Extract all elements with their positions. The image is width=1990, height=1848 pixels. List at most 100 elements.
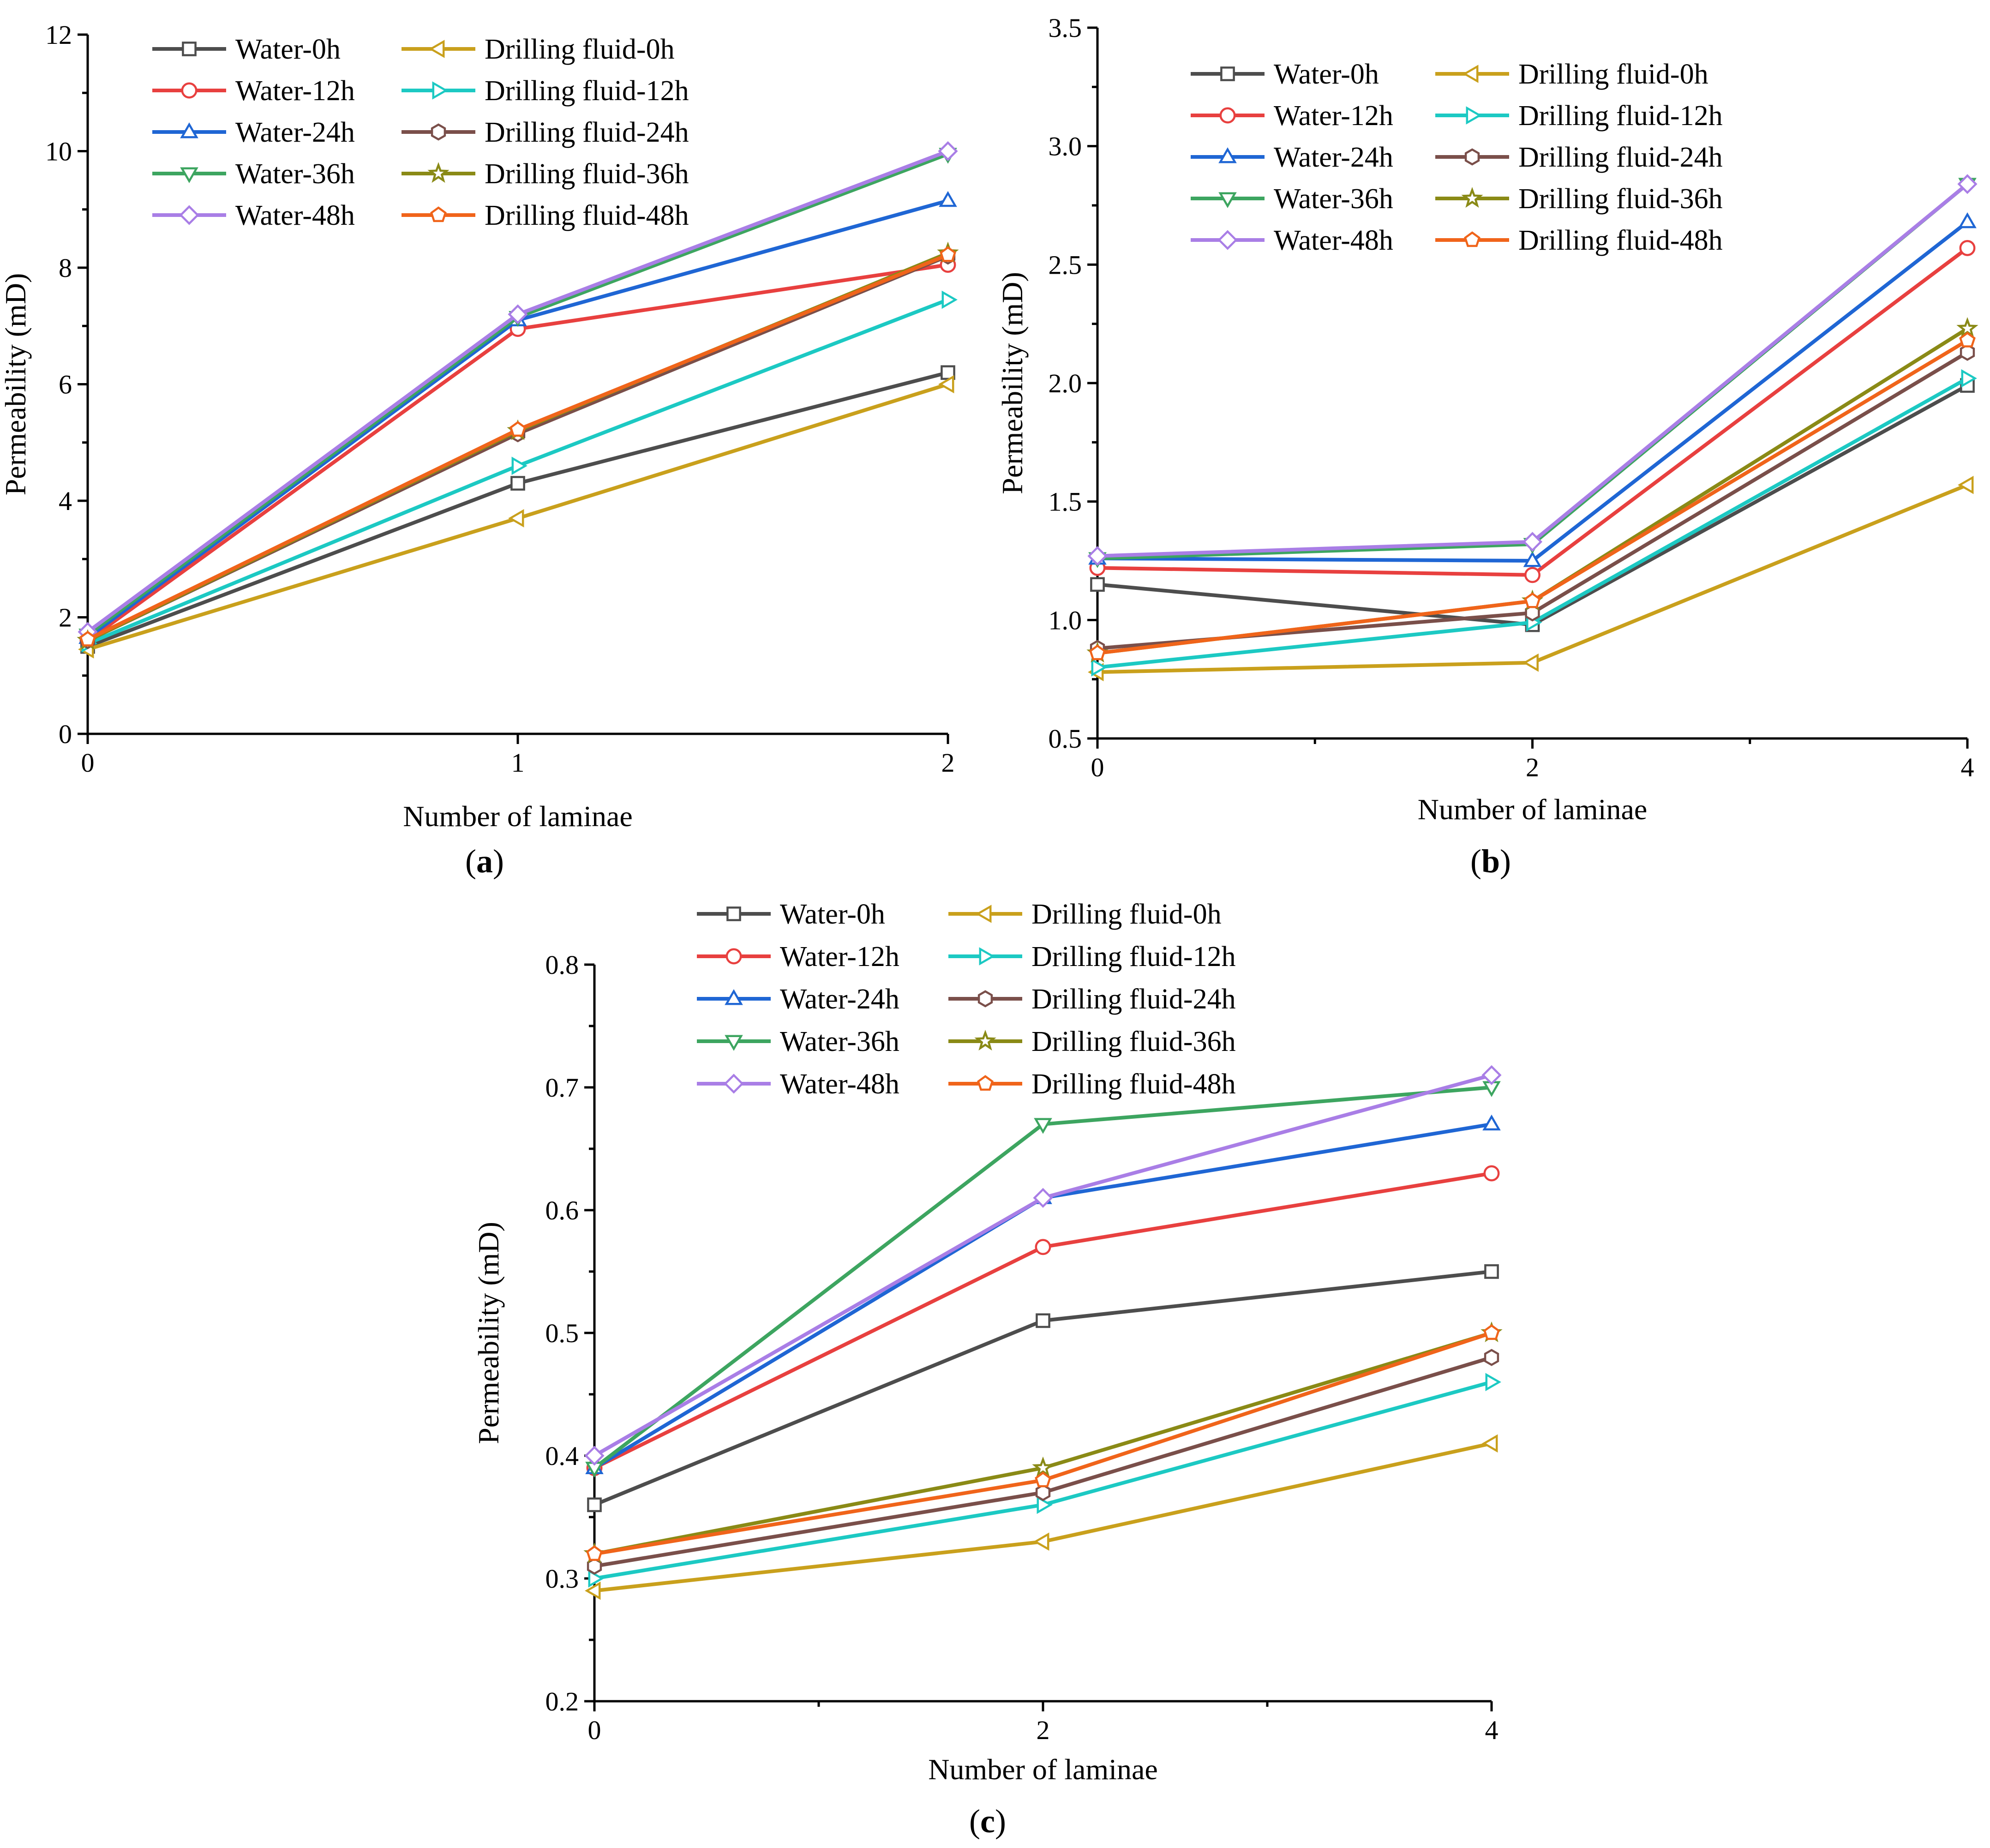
panel-c-point-water-0h	[587, 1497, 602, 1512]
panel-b-legend-marker	[1464, 231, 1481, 247]
panel-b-point-drilling-fluid-12h	[1961, 369, 1977, 388]
panel-a-series-water-24h	[78, 191, 957, 644]
panel-b-legend-marker	[1219, 107, 1236, 124]
panel-b-legend-marker	[1220, 66, 1235, 81]
panel-a-legend-label: Drilling fluid-48h	[485, 200, 689, 231]
panel-b-y-tick-label: 1.5	[1049, 487, 1082, 517]
panel-b-legend-marker	[1466, 106, 1482, 125]
panel-b-point-drilling-fluid-48h	[1959, 331, 1976, 348]
panel-c-y-tick-label: 0.3	[545, 1564, 579, 1594]
panel-b-series-water-24h	[1088, 212, 1977, 567]
panel-b-legend-marker	[1461, 187, 1483, 208]
panel-a-legend-label: Drilling fluid-36h	[485, 158, 689, 190]
panel-b-point-drilling-fluid-0h	[1958, 475, 1974, 494]
panel-b-point-water-48h	[1957, 174, 1978, 194]
panel-b-panel-label: (b)	[1470, 843, 1511, 880]
panel-a-y-tick-label: 2	[59, 603, 72, 633]
panel-c-legend-marker	[976, 905, 992, 923]
panel-b-legend-item-water-0h: Water-0h	[1191, 59, 1379, 90]
panel-b-legend-marker	[1218, 192, 1237, 208]
panel-c-x-tick-label: 4	[1485, 1715, 1498, 1745]
panel-a-y-tick-label: 6	[59, 370, 72, 400]
panel-b-y-tick-label: 3.0	[1049, 132, 1082, 162]
panel-c-point-drilling-fluid-36h	[1032, 1456, 1054, 1477]
panel-b-x-tick-label: 2	[1526, 752, 1539, 782]
panel-b-point-drilling-fluid-48h	[1089, 644, 1106, 660]
panel-a-legend-label: Drilling fluid-0h	[485, 34, 675, 65]
panel-a-x-tick-label: 1	[511, 748, 525, 778]
panel-c-point-water-48h	[1033, 1188, 1053, 1208]
panel-c-legend-label: Drilling fluid-24h	[1031, 984, 1236, 1015]
panel-a-point-drilling-fluid-12h	[941, 290, 958, 309]
panel-b-axes: 0.5 1.0 1.5 2.0 2.5 3.0 3.5 0 2 4	[1049, 13, 1974, 782]
panel-c-legend-marker	[725, 989, 743, 1005]
panel-c-legend-item-water-24h: Water-24h	[697, 984, 899, 1015]
panel-c-legend-item-drilling-fluid-48h: Drilling fluid-48h	[948, 1068, 1236, 1100]
panel-c-point-drilling-fluid-0h	[1482, 1434, 1498, 1453]
panel-a-legend-item-water-24h: Water-24h	[152, 117, 355, 148]
panel-c-point-water-12h	[1035, 1239, 1051, 1255]
panel-a-legend-item-water-0h: Water-0h	[152, 34, 341, 65]
panel-b-point-drilling-fluid-0h	[1522, 653, 1539, 672]
panel-a-point-drilling-fluid-0h	[508, 509, 524, 528]
panel-a-y-axis-title: Permeability (mD)	[0, 273, 32, 496]
panel-a-point-drilling-fluid-12h	[511, 456, 527, 475]
panel-c-point-drilling-fluid-12h	[588, 1569, 604, 1588]
panel-b-legend-label: Drilling fluid-0h	[1518, 59, 1708, 90]
panel-a-legend-item-water-48h: Water-48h	[152, 200, 355, 231]
panel-a-point-drilling-fluid-48h	[940, 246, 956, 262]
panel-a-point-drilling-fluid-0h	[938, 375, 954, 394]
panel-c-point-drilling-fluid-0h	[1033, 1532, 1049, 1551]
panel-c-point-drilling-fluid-24h	[1484, 1349, 1499, 1366]
panel-b-legend-label: Drilling fluid-36h	[1518, 183, 1723, 215]
panel-c-legend-marker	[726, 906, 741, 921]
panel-c-point-drilling-fluid-48h	[586, 1545, 603, 1561]
panel-c-panel-label: (c)	[969, 1803, 1006, 1840]
panel-a-series-drilling-fluid-0h	[78, 375, 954, 659]
panel-a-x-tick-label: 0	[81, 748, 95, 778]
panel-a-legend-label: Water-24h	[235, 117, 355, 148]
panel-b-legend-item-drilling-fluid-24h: Drilling fluid-24h	[1435, 142, 1723, 173]
panel-b-point-drilling-fluid-24h	[1960, 343, 1975, 361]
panel-c-point-water-48h	[584, 1446, 605, 1466]
panel-c-point-water-36h	[1034, 1118, 1052, 1134]
panel-b-legend-label: Drilling fluid-24h	[1518, 142, 1723, 173]
panel-a-legend-marker	[430, 206, 447, 222]
panel-c-series-water-48h	[584, 1065, 1502, 1466]
panel-c-legend-label: Drilling fluid-0h	[1031, 899, 1222, 930]
panel-b-point-drilling-fluid-12h	[1091, 658, 1107, 677]
panel-a-point-drilling-fluid-48h	[509, 421, 526, 437]
panel-c-legend-item-water-48h: Water-48h	[697, 1068, 899, 1100]
panel-c-point-drilling-fluid-48h	[1035, 1471, 1051, 1488]
panel-b-legend-marker	[1218, 147, 1237, 163]
panel-a-legend-item-drilling-fluid-36h: Drilling fluid-36h	[402, 158, 689, 190]
panel-b-y-tick-label: 2.5	[1049, 250, 1082, 280]
panel-b-y-tick-label: 2.0	[1049, 368, 1082, 398]
panel-c-point-drilling-fluid-12h	[1485, 1373, 1501, 1392]
panel-c-series-drilling-fluid-24h	[587, 1349, 1499, 1575]
panel-a-legend-marker	[180, 122, 198, 138]
panel-c-chart: 0.2 0.3 0.4 0.5 0.6 0.7 0.8 0 2 4 Number of lamina…	[472, 899, 1503, 1840]
panel-a-y-tick-label: 10	[45, 137, 72, 167]
panel-b-legend-marker	[1217, 230, 1238, 250]
panel-b-legend-item-drilling-fluid-0h: Drilling fluid-0h	[1435, 59, 1708, 90]
panel-c-legend-label: Water-24h	[780, 984, 899, 1015]
panel-a-legend-label: Drilling fluid-24h	[485, 117, 689, 148]
panel-b-y-tick-label: 3.5	[1049, 13, 1082, 43]
panel-c-legend-marker	[979, 947, 995, 966]
panel-c-legend-item-drilling-fluid-0h: Drilling fluid-0h	[948, 899, 1222, 930]
panel-c-x-axis-title: Number of laminae	[928, 1753, 1158, 1786]
panel-b-series-drilling-fluid-24h	[1090, 343, 1975, 657]
panel-a-point-water-24h	[939, 191, 957, 207]
panel-c-legend-item-drilling-fluid-12h: Drilling fluid-12h	[948, 941, 1236, 972]
panel-b-legend-label: Water-48h	[1274, 225, 1393, 256]
panel-b-point-water-48h	[1522, 532, 1543, 552]
panel-a-legend-marker	[429, 40, 445, 58]
panel-a-legend-marker	[179, 205, 199, 225]
panel-a-x-axis-title: Number of laminae	[403, 800, 633, 833]
panel-c-series-water-0h	[587, 1264, 1499, 1512]
panel-c-legend-marker	[974, 1030, 996, 1051]
panel-b-y-tick-label: 0.5	[1049, 724, 1082, 754]
panel-a-series-drilling-fluid-48h	[79, 246, 956, 647]
